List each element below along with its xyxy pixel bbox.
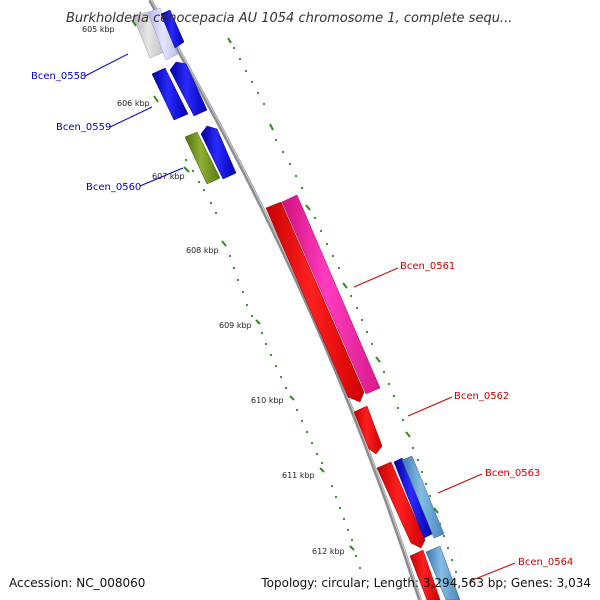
gene-label-bcen-0564[interactable]: Bcen_0564 xyxy=(518,557,573,568)
gene-feature-bcen-0564-red[interactable] xyxy=(409,549,441,600)
map-title: Burkholderia cenocepacia AU 1054 chromos… xyxy=(66,11,512,26)
outer-major-ticks xyxy=(227,37,439,514)
chromosome-backbone xyxy=(148,0,422,600)
gene-label-bcen-0561[interactable]: Bcen_0561 xyxy=(400,261,455,272)
gene-feature-magenta[interactable] xyxy=(281,194,381,395)
chromosome-backbone-highlight xyxy=(150,0,422,600)
gene-label-bcen-0562[interactable]: Bcen_0562 xyxy=(454,391,509,402)
gene-feature-blue-top[interactable] xyxy=(160,9,185,49)
inner-tick-dots xyxy=(184,158,362,570)
tick-label-605: 605 kbp xyxy=(82,25,115,34)
gene-feature-bcen-0559[interactable] xyxy=(169,61,208,117)
tick-label-611: 611 kbp xyxy=(282,471,315,480)
tick-label-609: 609 kbp xyxy=(219,321,252,330)
tick-labels: 605 kbp 606 kbp 607 kbp 608 kbp 609 kbp … xyxy=(82,25,345,556)
inner-track-features[interactable] xyxy=(132,7,441,600)
label-leader-lines xyxy=(84,53,516,582)
accession-text: Accession: NC_008060 xyxy=(9,576,145,590)
inner-major-ticks xyxy=(131,19,355,551)
gene-feature-bcen-0558[interactable] xyxy=(151,67,189,121)
gene-feature-pale-blue[interactable] xyxy=(147,7,179,61)
gene-labels[interactable]: Bcen_0558 Bcen_0559 Bcen_0560 Bcen_0561 … xyxy=(31,71,573,568)
tick-label-607: 607 kbp xyxy=(152,172,185,181)
outer-track-features[interactable] xyxy=(160,9,461,600)
gene-label-bcen-0560[interactable]: Bcen_0560 xyxy=(86,182,141,193)
gene-label-bcen-0563[interactable]: Bcen_0563 xyxy=(485,468,540,479)
outer-tick-dots xyxy=(232,46,458,574)
gene-feature-olive[interactable] xyxy=(184,131,221,185)
gene-feature-bcen-0561-red[interactable] xyxy=(265,201,365,403)
gene-feature-blue-0563[interactable] xyxy=(393,457,433,539)
tick-label-608: 608 kbp xyxy=(186,246,219,255)
tick-label-606: 606 kbp xyxy=(117,99,150,108)
gene-label-bcen-0558[interactable]: Bcen_0558 xyxy=(31,71,86,82)
tick-label-612: 612 kbp xyxy=(312,547,345,556)
gene-feature-bcen-0560[interactable] xyxy=(200,125,237,180)
gene-feature-bcen-0563-red[interactable] xyxy=(376,461,426,549)
gene-label-bcen-0559[interactable]: Bcen_0559 xyxy=(56,122,111,133)
tick-label-610: 610 kbp xyxy=(251,396,284,405)
gene-feature-steel-blue[interactable] xyxy=(401,455,445,539)
topology-text: Topology: circular; Length: 3,294,563 bp… xyxy=(260,576,591,590)
gene-feature-steel-blue-bottom[interactable] xyxy=(425,545,461,600)
gene-feature-bcen-0562-red[interactable] xyxy=(353,405,383,455)
